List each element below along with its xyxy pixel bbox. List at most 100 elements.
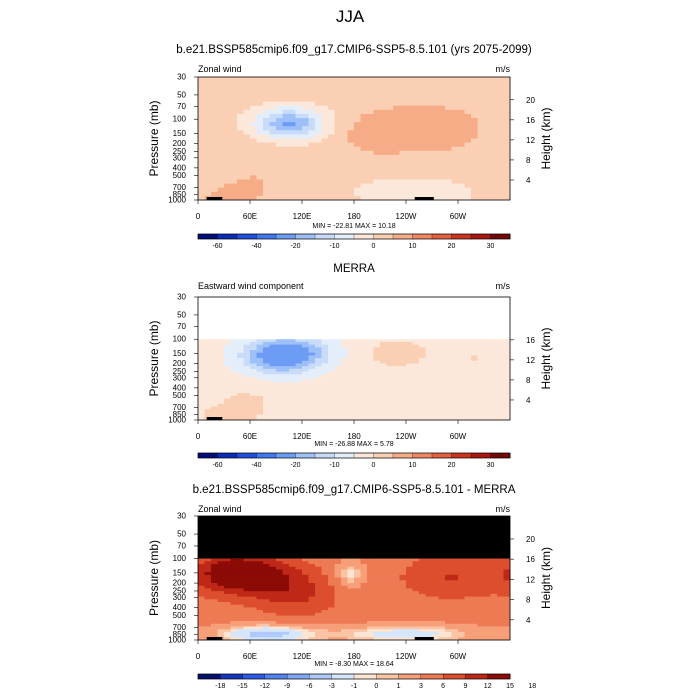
field-cell — [484, 593, 491, 597]
field-cell — [380, 118, 387, 123]
field-cell — [250, 395, 257, 399]
field-cell — [302, 409, 309, 413]
masked-region — [198, 516, 510, 559]
field-cell — [354, 363, 361, 367]
field-cell — [347, 626, 355, 630]
field-cell — [503, 81, 511, 86]
field-cell — [445, 146, 452, 152]
field-cell — [341, 593, 348, 597]
field-cell — [399, 385, 407, 389]
field-cell — [204, 395, 212, 399]
field-cell — [503, 146, 511, 152]
field-cell — [295, 591, 303, 595]
field-cell — [237, 89, 244, 94]
field-cell — [451, 569, 459, 573]
field-cell — [399, 163, 407, 168]
field-cell — [386, 154, 394, 160]
field-cell — [386, 159, 394, 164]
field-cell — [438, 187, 446, 193]
field-cell — [224, 577, 231, 581]
field-cell — [211, 122, 218, 127]
field-cell — [315, 607, 322, 611]
field-cell — [217, 130, 225, 135]
field-cell — [334, 417, 342, 421]
field-cell — [204, 376, 212, 381]
field-cell — [256, 596, 264, 600]
field-cell — [282, 593, 290, 597]
field-cell — [497, 414, 504, 418]
field-cell — [256, 577, 264, 581]
field-cell — [263, 376, 270, 381]
field-cell — [204, 350, 212, 354]
field-cell — [419, 97, 426, 102]
field-cell — [477, 363, 485, 367]
field-cell — [386, 175, 394, 180]
field-cell — [204, 126, 212, 131]
field-cell — [354, 358, 361, 362]
field-cell — [256, 175, 264, 180]
field-cell — [432, 631, 439, 635]
field-cell — [425, 577, 433, 581]
field-cell — [198, 403, 205, 407]
colorbar-box — [376, 673, 400, 680]
field-cell — [503, 163, 511, 168]
longitude-tick-label: 120W — [396, 212, 417, 221]
field-cell — [367, 621, 374, 625]
field-cell — [276, 403, 283, 407]
field-cell — [477, 85, 485, 90]
field-cell — [432, 154, 439, 160]
field-cell — [295, 376, 303, 381]
field-cell — [425, 406, 433, 410]
field-cell — [393, 371, 400, 375]
field-cell — [198, 564, 205, 568]
field-cell — [224, 195, 231, 201]
field-cell — [263, 610, 270, 614]
field-cell — [484, 411, 491, 416]
field-cell — [289, 566, 296, 570]
field-cell — [367, 572, 374, 576]
field-cell — [211, 574, 218, 578]
field-cell — [464, 569, 472, 573]
field-cell — [334, 602, 342, 606]
pressure-tick-label: 850 — [173, 410, 187, 419]
field-cell — [302, 607, 309, 611]
field-cell — [341, 374, 348, 378]
field-cell — [471, 126, 478, 131]
min-max-stats: MIN = -8.30 MAX = 18.64 — [314, 661, 393, 668]
field-cell — [386, 122, 394, 127]
field-cell — [399, 358, 407, 362]
field-cell — [445, 618, 452, 622]
field-cell — [360, 191, 368, 197]
field-cell — [289, 109, 296, 115]
field-cell — [490, 150, 498, 156]
field-cell — [490, 118, 498, 123]
field-cell — [490, 572, 498, 576]
field-cell — [458, 163, 465, 168]
field-cell — [321, 580, 329, 584]
field-cell — [263, 393, 270, 397]
field-cell — [328, 142, 335, 148]
colorbar-label: -60 — [212, 462, 222, 469]
field-cell — [243, 409, 251, 413]
field-cell — [237, 417, 244, 421]
pressure-tick-label: 250 — [173, 147, 187, 156]
field-cell — [373, 366, 381, 370]
field-cell — [328, 626, 335, 630]
colorbar-box — [465, 673, 489, 680]
field-cell — [243, 593, 251, 597]
field-cell — [477, 118, 485, 123]
field-cell — [295, 409, 303, 413]
field-cell — [484, 150, 491, 156]
field-cell — [419, 599, 426, 603]
field-cell — [217, 159, 225, 164]
field-cell — [477, 382, 485, 386]
field-cell — [419, 607, 426, 611]
field-cell — [393, 610, 400, 614]
field-cell — [497, 360, 504, 364]
field-cell — [477, 631, 485, 635]
field-cell — [419, 629, 426, 633]
field-cell — [354, 379, 361, 383]
field-cell — [328, 109, 335, 115]
field-cell — [308, 591, 316, 595]
field-cell — [250, 583, 257, 587]
